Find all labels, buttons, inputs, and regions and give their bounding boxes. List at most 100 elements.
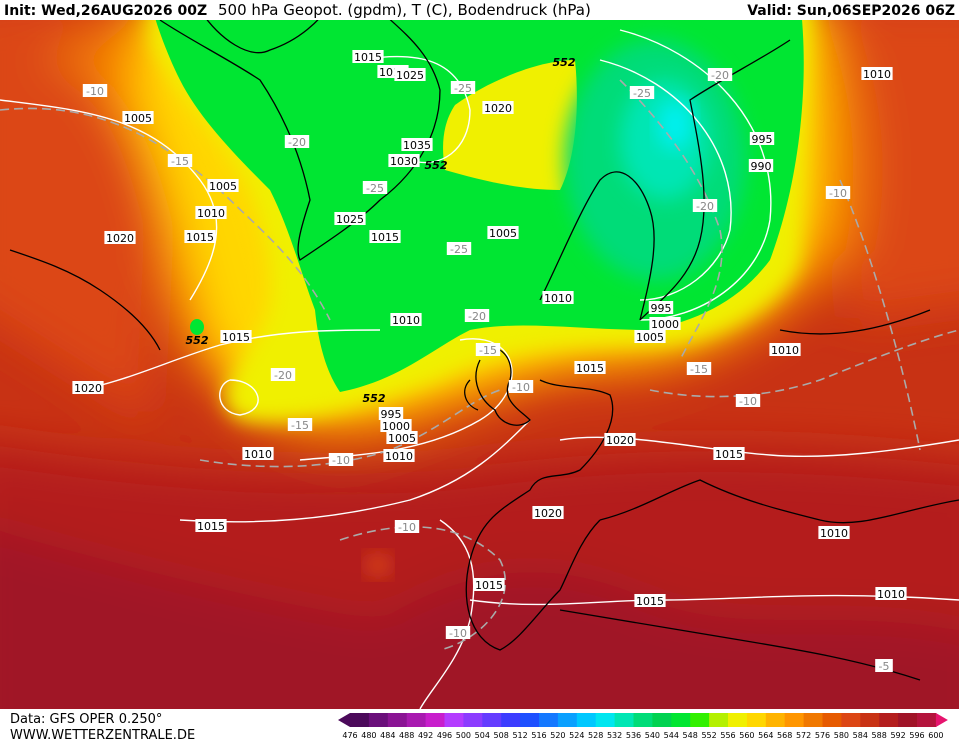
- temperature-label: -25: [366, 182, 384, 195]
- temperature-label: -25: [450, 243, 468, 256]
- colorbar-swatch: [539, 713, 559, 727]
- colorbar-label: 504: [475, 731, 490, 740]
- isobar-label-box: [380, 419, 412, 432]
- temperature-label-box: [707, 68, 733, 81]
- temperature-label: -20: [696, 200, 714, 213]
- colorbar-label: 564: [758, 731, 773, 740]
- isobar-label: 1010: [385, 450, 413, 463]
- colorbar-end: [935, 713, 948, 727]
- temperature-label-box: [167, 154, 193, 167]
- isobar-label: 1005: [636, 331, 664, 344]
- isobar-label-box: [648, 301, 674, 314]
- geopotential-label: 552: [186, 334, 209, 347]
- colorbar-swatch: [765, 713, 786, 727]
- colorbar-label: 544: [664, 731, 679, 740]
- colorbar-swatch: [368, 713, 389, 727]
- isobar-label-box: [388, 154, 420, 167]
- colorbar-label: 552: [701, 731, 716, 740]
- isobar-label: 1020: [484, 102, 512, 115]
- data-source: Data: GFS OPER 0.250°: [10, 712, 162, 727]
- colorbar-label: 516: [531, 731, 546, 740]
- colorbar-label: 492: [418, 731, 433, 740]
- temperature-label-box: [508, 380, 534, 393]
- isobar-label-box: [352, 50, 384, 63]
- colorbar-label: 500: [456, 731, 471, 740]
- colorbar-swatch: [425, 713, 445, 727]
- colorbar-swatch: [501, 713, 521, 727]
- temperature-label-box: [284, 135, 310, 148]
- isobar-label-box: [769, 343, 801, 356]
- isobar-label-box: [184, 230, 216, 243]
- colorbar-swatch: [406, 713, 427, 727]
- temperature-label: -10: [332, 454, 350, 467]
- isobar-label-box: [473, 578, 505, 591]
- isobar-label: 1015: [371, 231, 399, 244]
- isobar-label-box: [861, 67, 893, 80]
- colorbar-swatch: [898, 713, 918, 727]
- colorbar-swatch: [444, 713, 464, 727]
- colorbar-label: 588: [872, 731, 887, 740]
- colorbar-label: 508: [494, 731, 509, 740]
- isobar-label-box: [532, 506, 564, 519]
- isobar-label-box: [487, 226, 519, 239]
- isobar-label: 1015: [576, 362, 604, 375]
- isobar-label-box: [122, 111, 154, 124]
- colorbar: 476 480 484 488 492 496 500 504 508 512 516 520 524 5…: [338, 713, 948, 740]
- temperature-label: -10: [86, 85, 104, 98]
- isobar-label: 1025: [396, 69, 424, 82]
- isobar-label-box: [634, 330, 666, 343]
- isobar-label-box: [72, 381, 104, 394]
- isobar-label: 1025: [336, 213, 364, 226]
- isobar-label: 995: [381, 408, 402, 421]
- isobar-label-box: [383, 449, 415, 462]
- colorbar-swatch: [595, 713, 616, 727]
- colorbar-swatch: [633, 713, 653, 727]
- isobar-label-box: [401, 138, 433, 151]
- temperature-label: -15: [690, 363, 708, 376]
- isobar-label: 990: [751, 160, 772, 173]
- colorbar-swatch: [709, 713, 729, 727]
- isobar-label: 1010: [771, 344, 799, 357]
- map-labels: 1015101010251020100510351030995990100510…: [72, 50, 907, 673]
- isobar-label: 1015: [475, 579, 503, 592]
- temperature-label: -10: [739, 395, 757, 408]
- temperature-label: -15: [291, 419, 309, 432]
- isobar-label: 995: [752, 133, 773, 146]
- isobar-label-box: [195, 206, 227, 219]
- temperature-label: -20: [274, 369, 292, 382]
- temperature-label-box: [445, 626, 471, 639]
- colorbar-end: [338, 713, 350, 727]
- temperature-label-box: [692, 199, 718, 212]
- isobar-label-box: [390, 313, 422, 326]
- isobar-label-box: [104, 231, 136, 244]
- isobar-label: 1005: [209, 180, 237, 193]
- isobar-label: 1010: [877, 588, 905, 601]
- colorbar-swatch: [652, 713, 672, 727]
- colorbar-swatch: [841, 713, 861, 727]
- isobar-label: 1005: [489, 227, 517, 240]
- isobar-label-box: [649, 317, 681, 330]
- isobar-label: 1035: [403, 139, 431, 152]
- temperature-label-box: [446, 242, 472, 255]
- temperature-label: -10: [512, 381, 530, 394]
- colorbar-label: 600: [928, 731, 943, 740]
- isobar-label: 1010: [544, 292, 572, 305]
- isobar-label-box: [378, 407, 404, 420]
- temperature-label-box: [394, 520, 420, 533]
- geopotential-label: 552: [425, 159, 448, 172]
- temperature-label-box: [629, 86, 655, 99]
- temperature-label-box: [686, 362, 712, 375]
- colorbar-swatch: [463, 713, 483, 727]
- colorbar-label: 568: [777, 731, 792, 740]
- isobar-label: 1000: [651, 318, 679, 331]
- isobar-label-box: [604, 433, 636, 446]
- temperature-label: -5: [879, 660, 890, 673]
- isobar-label-box: [818, 526, 850, 539]
- temperature-label: -25: [454, 82, 472, 95]
- isobar-label: 1015: [636, 595, 664, 608]
- colorbar-label: 476: [342, 731, 357, 740]
- colorbar-label: 556: [720, 731, 735, 740]
- isobar-label-box: [394, 68, 426, 81]
- colorbar-swatch: [746, 713, 767, 727]
